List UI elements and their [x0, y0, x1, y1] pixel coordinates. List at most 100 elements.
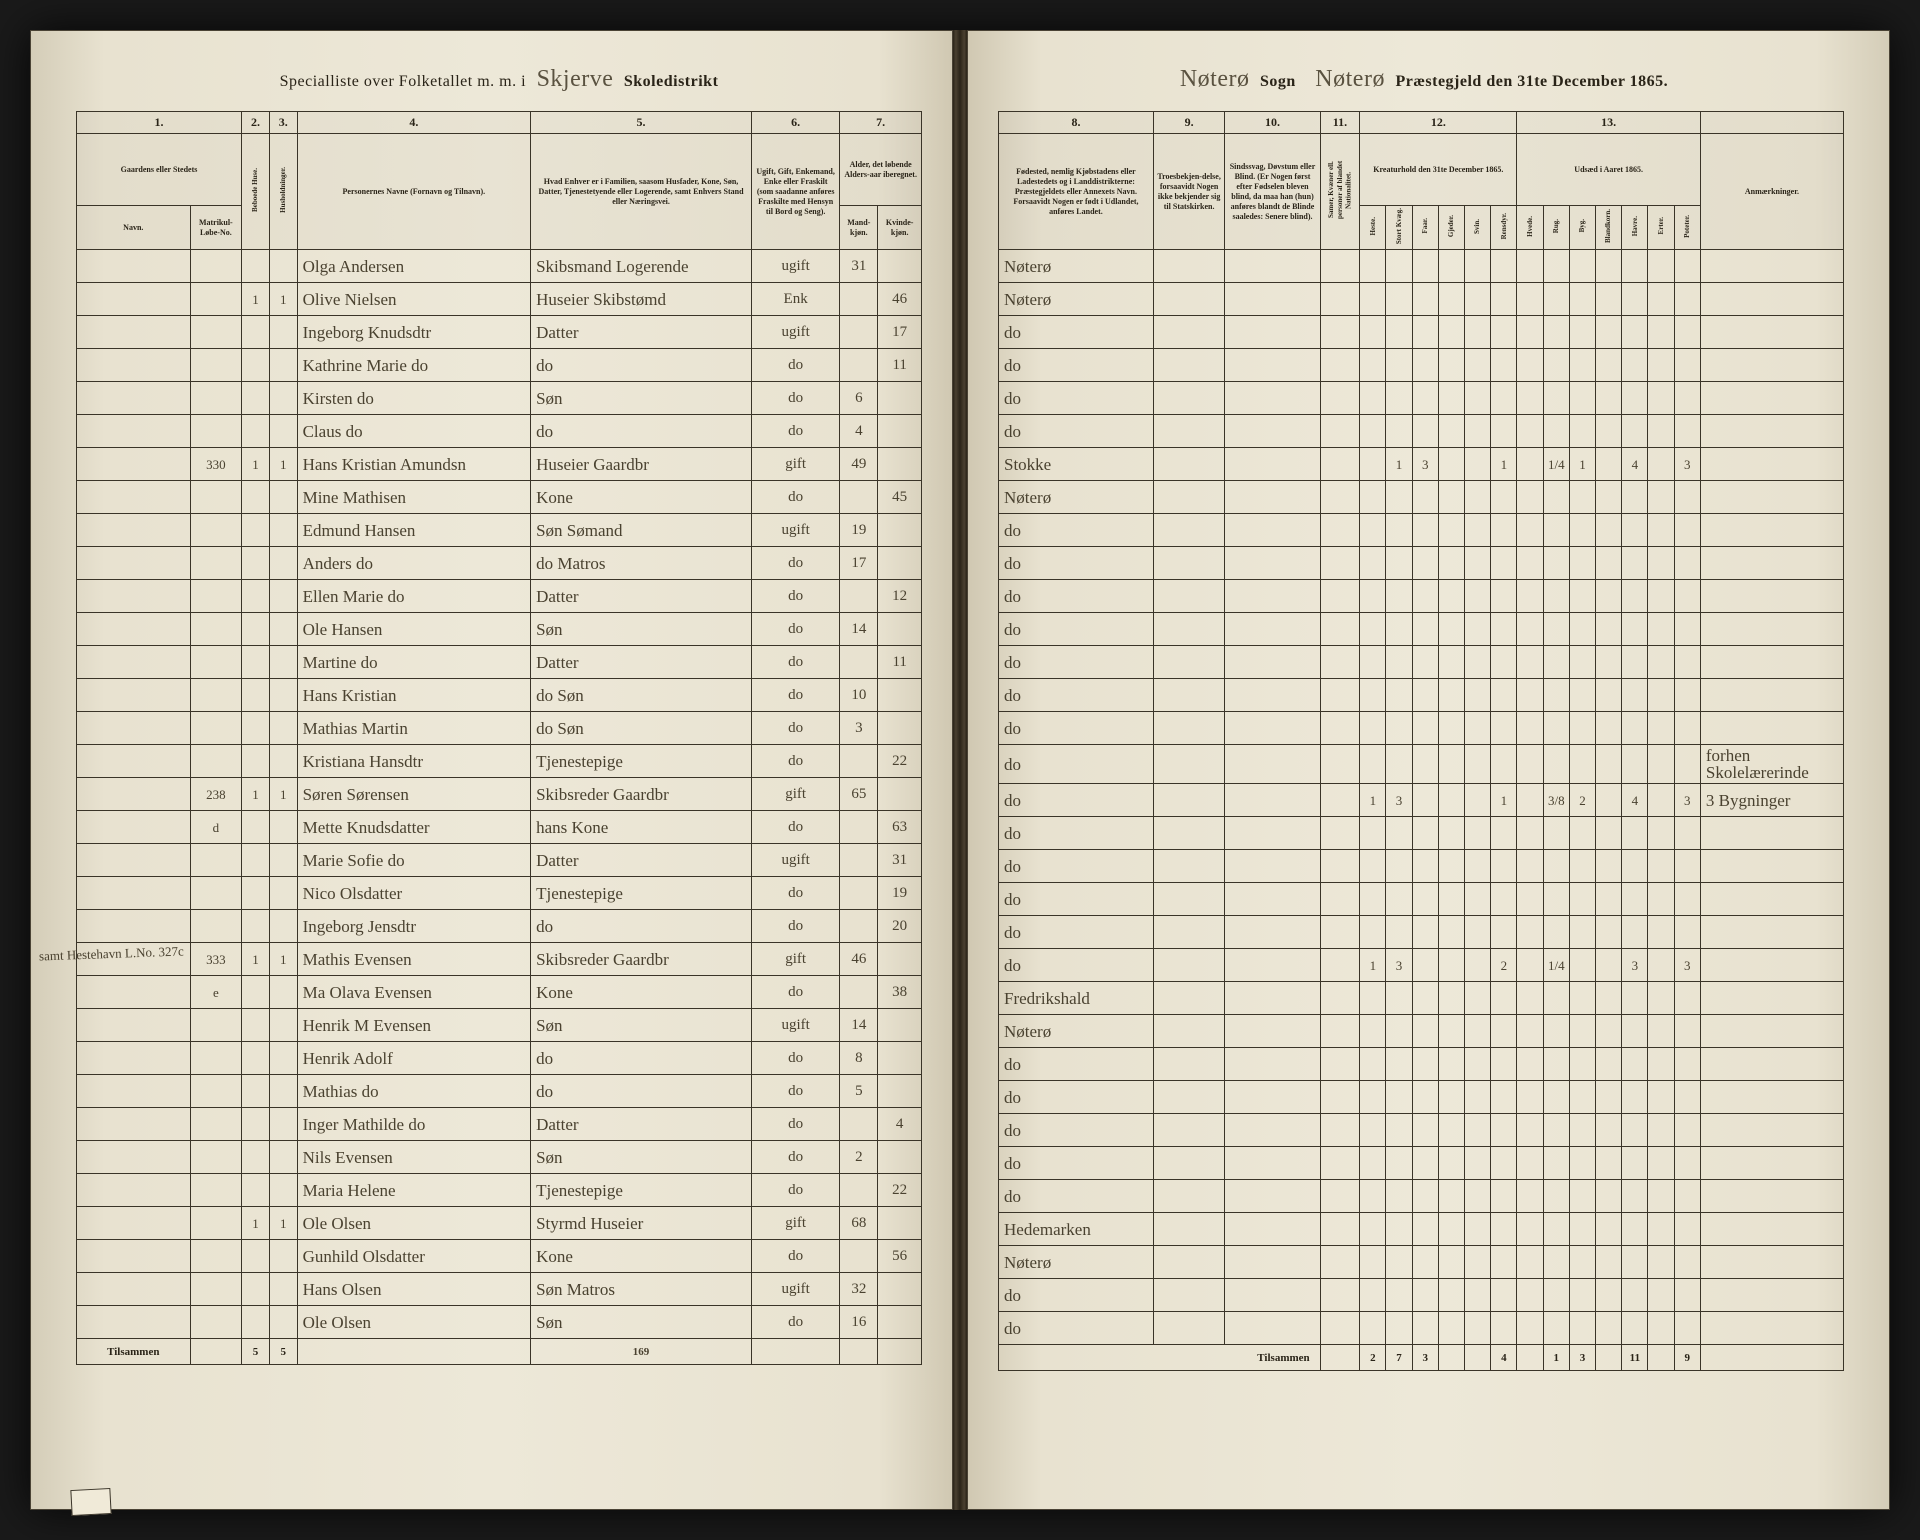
cell-kreat-1 [1386, 1180, 1412, 1213]
h-alder: Alder, det løbende Alders-aar iberegnet. [840, 134, 922, 206]
cell-matr [190, 382, 241, 415]
cell-tro [1153, 1015, 1224, 1048]
cell-rel: Datter [531, 316, 752, 349]
cell-uds-2 [1569, 679, 1595, 712]
cell-fod: do [999, 712, 1154, 745]
cell-uds-6 [1674, 580, 1700, 613]
cell-fod: do [999, 1180, 1154, 1213]
cell-uds-0 [1517, 415, 1543, 448]
cell-uds-2 [1569, 1081, 1595, 1114]
cell-mk: 3 [840, 712, 878, 745]
cell-anm [1700, 415, 1843, 448]
cell-uds-5 [1648, 949, 1674, 982]
cell-kreat-5 [1491, 382, 1517, 415]
cell-kreat-4 [1465, 1246, 1491, 1279]
cell-kreat-2 [1412, 349, 1438, 382]
cell-anm [1700, 349, 1843, 382]
cell-tro [1153, 415, 1224, 448]
cell-kreat-0 [1360, 250, 1386, 283]
cell-uds-1 [1543, 316, 1569, 349]
cell-hus [242, 1042, 270, 1075]
cell-civ: do [751, 1240, 839, 1273]
cell-uds-5 [1648, 349, 1674, 382]
cell-uds-5 [1648, 784, 1674, 817]
cell-kk: 38 [878, 976, 922, 1009]
cell-kreat-1 [1386, 547, 1412, 580]
cell-sind [1225, 580, 1320, 613]
cell-civ: do [751, 349, 839, 382]
cell-name: Gunhild Olsdatter [297, 1240, 531, 1273]
table-row: Marie Sofie doDatterugift31 [77, 844, 922, 877]
cell-kreat-4 [1465, 1312, 1491, 1345]
cell-kreat-1 [1386, 679, 1412, 712]
h-bland: Blandkorn. [1604, 209, 1612, 243]
cell-kreat-1 [1386, 283, 1412, 316]
cell-kreat-2 [1412, 949, 1438, 982]
cell-uds-1 [1543, 1081, 1569, 1114]
cell-mk: 46 [840, 943, 878, 976]
cell-kk: 45 [878, 481, 922, 514]
cell-sind [1225, 745, 1320, 784]
h-bhus: Beboede Huse. [251, 168, 260, 212]
cell-kreat-2 [1412, 1147, 1438, 1180]
cell-kk [878, 448, 922, 481]
cell-uds-3 [1596, 1279, 1622, 1312]
cell-mk: 17 [840, 547, 878, 580]
cell-kreat-1 [1386, 646, 1412, 679]
cell-rel: Datter [531, 1108, 752, 1141]
cell-uds-4 [1622, 415, 1648, 448]
cell-kreat-1 [1386, 982, 1412, 1015]
cell-tro [1153, 250, 1224, 283]
cell-rel: Søn Sømand [531, 514, 752, 547]
cell-mk [840, 1240, 878, 1273]
cell-uds-4 [1622, 547, 1648, 580]
cell-anm [1700, 883, 1843, 916]
cell-fod: do [999, 850, 1154, 883]
cell-uds-0 [1517, 349, 1543, 382]
cell-hush: 1 [269, 943, 297, 976]
cell-sind [1225, 1279, 1320, 1312]
cell-kreat-3 [1438, 982, 1464, 1015]
cell-nat [1320, 949, 1360, 982]
col-9: 9. [1153, 112, 1224, 134]
cell-nat [1320, 1180, 1360, 1213]
cell-kreat-1 [1386, 1081, 1412, 1114]
cell-rel: Skibsreder Gaardbr [531, 778, 752, 811]
cell-hush [269, 1075, 297, 1108]
cell-kreat-3 [1438, 745, 1464, 784]
cell-fod: do [999, 547, 1154, 580]
cell-kreat-4 [1465, 283, 1491, 316]
cell-kreat-3 [1438, 1147, 1464, 1180]
cell-kreat-3 [1438, 448, 1464, 481]
cell-kreat-5 [1491, 283, 1517, 316]
h-byg: Byg. [1578, 219, 1586, 232]
cell-kreat-2 [1412, 916, 1438, 949]
col-5: 5. [531, 112, 752, 134]
cell-nat [1320, 283, 1360, 316]
cell-sind [1225, 883, 1320, 916]
cell-hus [242, 382, 270, 415]
cell-hush [269, 415, 297, 448]
cell-kreat-3 [1438, 949, 1464, 982]
cell-name: Ole Olsen [297, 1207, 531, 1240]
table-row: 33011Hans Kristian AmundsnHuseier Gaardb… [77, 448, 922, 481]
table-row: Ellen Marie doDatterdo12 [77, 580, 922, 613]
cell-hush [269, 844, 297, 877]
cell-uds-6 [1674, 1279, 1700, 1312]
cell-kreat-2 [1412, 712, 1438, 745]
cell-hush [269, 382, 297, 415]
cell-uds-4 [1622, 1081, 1648, 1114]
h-rug: Rug. [1552, 219, 1560, 233]
cell-uds-6 [1674, 679, 1700, 712]
cell-matr [190, 712, 241, 745]
cell-kreat-5 [1491, 1081, 1517, 1114]
cell-uds-6 [1674, 349, 1700, 382]
cell-matr [190, 1042, 241, 1075]
cell-mk [840, 481, 878, 514]
cell-nat [1320, 448, 1360, 481]
cell-uds-3 [1596, 646, 1622, 679]
cell-kreat-3 [1438, 1180, 1464, 1213]
cell-uds-1 [1543, 250, 1569, 283]
cell-name: Ingeborg Jensdtr [297, 910, 531, 943]
cell-civ: do [751, 1174, 839, 1207]
